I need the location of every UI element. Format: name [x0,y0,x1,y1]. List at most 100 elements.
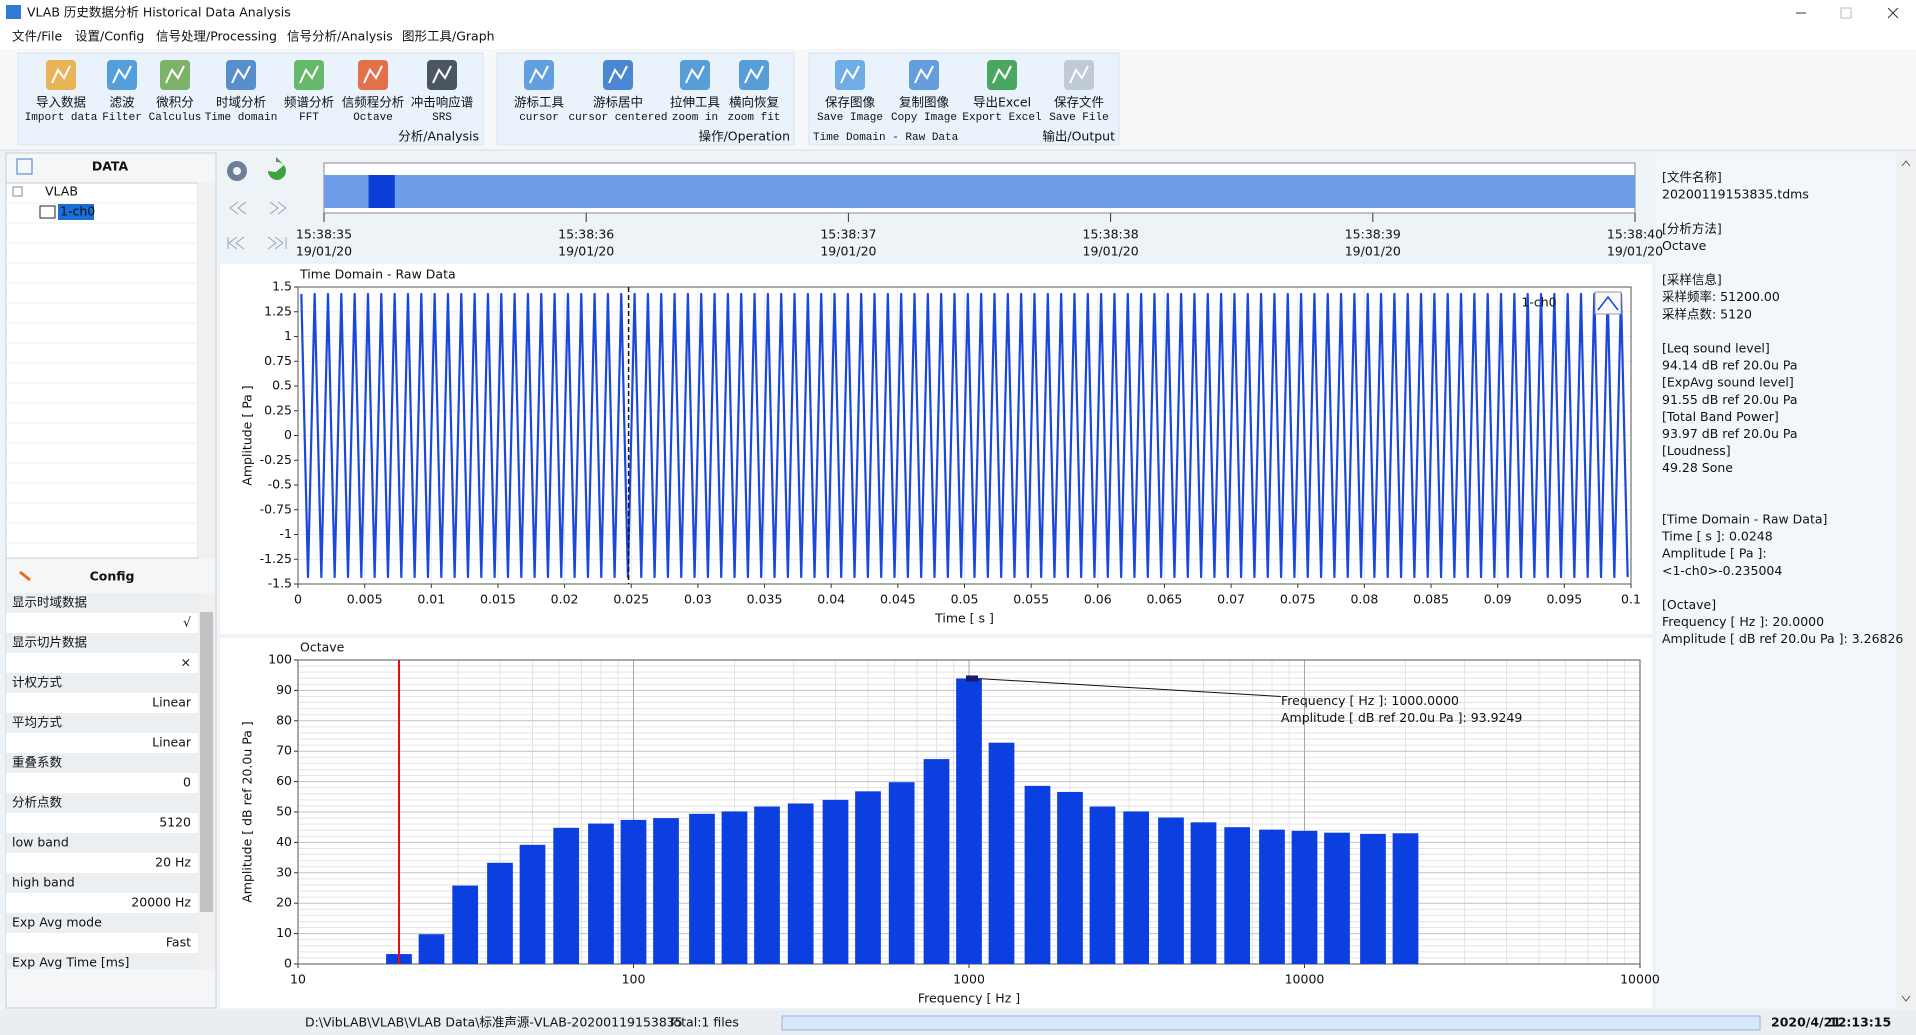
toolbar-button[interactable]: 复制图像 Copy Image [891,60,957,124]
info-line: Octave [1662,238,1707,253]
config-value[interactable]: × [181,655,191,670]
config-value[interactable]: Fast [166,935,191,950]
config-value[interactable]: 20000 Hz [131,895,191,910]
window-title: VLAB 历史数据分析 Historical Data Analysis [27,5,291,20]
config-value-row [6,653,198,673]
info-line: <1-ch0>-0.235004 [1662,563,1782,578]
info-line: 20200119153835.tdms [1662,187,1809,202]
config-label-row [6,673,198,693]
scroll-arrows[interactable] [1901,160,1911,1002]
step-forward-button[interactable] [269,201,287,215]
data-panel-title: DATA [92,159,129,174]
y-tick-label: -0.25 [260,452,292,467]
main-scrollbar[interactable] [1897,153,1916,1008]
button-icon-glyph [51,65,71,84]
close-button[interactable] [1887,7,1899,19]
octave-bar [855,791,881,964]
first-button[interactable] [227,236,245,250]
config-value[interactable]: √ [183,615,191,630]
step-back-button[interactable] [229,201,247,215]
menu-item[interactable]: 设置/Config [75,29,144,44]
config-label: Exp Avg Time [ms] [12,955,129,970]
config-label-row [6,873,198,893]
toolbar-button[interactable]: 冲击响应谱 SRS [411,60,474,124]
button-icon-glyph [608,65,628,84]
toolbar-button[interactable]: 导出Excel Export Excel [962,60,1042,124]
toolbar-button[interactable]: 滤波 Filter [102,60,142,124]
x-tick-label: 0.005 [347,592,383,607]
toolbar-button[interactable]: 游标工具 cursor [514,60,565,124]
config-label: 显示时域数据 [12,595,87,610]
app-icon [6,5,21,19]
timeline-controls[interactable] [227,157,287,250]
config-label-row [6,953,198,969]
legend-button[interactable] [1594,291,1622,315]
octave-bar [620,819,647,964]
config-value[interactable]: Linear [152,695,192,710]
button-label: 横向恢复 [729,95,780,110]
toolbar-button[interactable]: 导入数据 Import data [25,60,98,124]
config-scroll-thumb[interactable] [200,612,213,912]
toolbar-button[interactable]: 保存图像 Save Image [817,60,883,124]
button-label: 导出Excel [973,95,1031,110]
button-sublabel: Time domain [205,112,278,124]
octave-bar [653,818,679,964]
button-sublabel: Octave [353,112,393,124]
button-sublabel: Filter [102,112,142,124]
x-tick-label: 0.015 [480,592,516,607]
config-value[interactable]: 0 [183,775,191,790]
toolbar-button[interactable]: 横向恢复 zoom fit [728,60,781,124]
config-label-row [6,713,198,733]
legend-label: 1-ch0 [1521,295,1556,310]
octave-bar [1224,827,1251,964]
x-tick-label: 10 [290,972,306,987]
info-line: [文件名称] [1662,170,1722,185]
menu-item[interactable]: 信号处理/Processing [156,29,277,44]
x-tick-label: 100 [622,972,646,987]
octave-bar [1360,833,1386,964]
refresh-button[interactable] [268,157,286,180]
toolbar-button[interactable]: 拉伸工具 zoom in [670,60,721,124]
x-tick-label: 0.075 [1280,592,1316,607]
toolbar-button[interactable]: 频谱分析 FFT [284,60,334,124]
tree-scrollbar[interactable] [198,183,215,558]
config-value[interactable]: 5120 [159,815,191,830]
timeline-date-label: 19/01/20 [1083,244,1139,259]
progress-bar [781,1015,1761,1031]
timeline-window[interactable] [368,175,395,208]
info-line: 94.14 dB ref 20.0u Pa [1662,358,1798,373]
y-tick-label: 80 [276,712,292,727]
window-controls[interactable] [1796,7,1899,19]
toolbar-context-label: Time Domain - Raw Data [813,132,959,144]
timeline-time-label: 15:38:36 [558,227,614,242]
config-label: 平均方式 [12,715,63,730]
button-icon-glyph [231,65,251,84]
info-line: [分析方法] [1662,221,1722,236]
y-tick-label: 0 [284,427,292,442]
config-label-row [6,793,198,813]
timeline-time-label: 15:38:40 [1607,227,1663,242]
octave-bar [1190,822,1217,964]
button-sublabel: zoom fit [728,112,781,124]
last-button[interactable] [267,236,287,250]
x-tick-label: 1000 [953,972,985,987]
toolbar-button[interactable]: 微积分 Calculus [149,60,202,124]
menu-item[interactable]: 图形工具/Graph [402,29,495,44]
x-tick-label: 0.02 [551,592,579,607]
toolbar-button[interactable]: 时域分析 Time domain [205,60,278,124]
info-line: [Time Domain - Raw Data] [1662,512,1827,527]
tree-node[interactable]: 1-ch0 [60,204,95,219]
x-tick-label: 10000 [1620,972,1660,987]
toolbar-button[interactable]: 游标居中 cursor centered [568,60,668,124]
toolbar-button[interactable]: 信频程分析 Octave [342,60,405,124]
config-label-row [6,753,198,773]
menu-item[interactable]: 信号分析/Analysis [287,29,393,44]
config-value[interactable]: Linear [152,735,192,750]
config-value-row [6,613,198,633]
config-value[interactable]: 20 Hz [155,855,191,870]
menu-item[interactable]: 文件/File [12,29,62,44]
tree-node[interactable]: VLAB [45,184,78,199]
toolbar-group-label: 操作/Operation [699,129,790,144]
octave-bar [1324,832,1350,964]
maximize-button[interactable] [1840,7,1852,19]
